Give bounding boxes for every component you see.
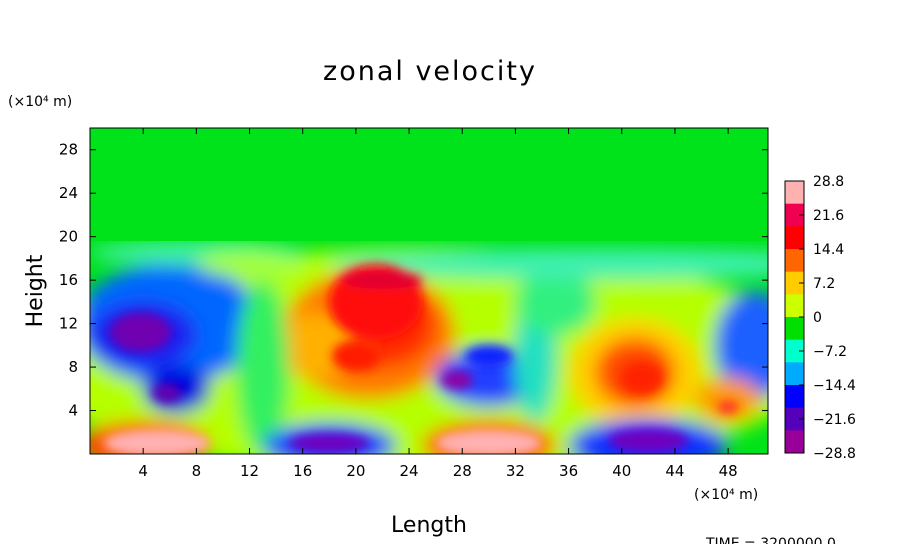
x-tick-label: 32: [506, 462, 525, 480]
y-tick: 20: [59, 228, 768, 246]
y-tick: 4: [68, 402, 768, 420]
x-tick-label: 40: [612, 462, 631, 480]
y-tick: 12: [59, 315, 768, 333]
x-tick: 36: [559, 128, 578, 480]
colorbar: 28.8 21.6 14.4 7.2 0 −7.2 −14.4 −21.6 −28.8: [784, 174, 856, 462]
field-contour: [342, 271, 423, 289]
y-tick-label: 16: [59, 271, 78, 289]
plot-area: [90, 128, 768, 454]
x-tick: 44: [665, 128, 684, 480]
field-contour: [714, 291, 768, 400]
colorbar-tick-label: −7.2: [813, 344, 847, 360]
y-tick: 28: [59, 141, 768, 159]
colorbar-tick-label: −28.8: [813, 446, 856, 462]
x-tick-label: 28: [453, 462, 472, 480]
time-label: TIME = 3200000.0: [705, 536, 836, 544]
field-contour: [440, 371, 473, 389]
y-units-label: (×10⁴ m): [8, 94, 72, 110]
field-contour: [289, 433, 370, 453]
colorbar-tick-label: 28.8: [813, 174, 844, 190]
colorbar-band: [785, 430, 804, 454]
x-tick-label: 36: [559, 462, 578, 480]
x-tick-label: 48: [719, 462, 738, 480]
x-tick-label: 16: [293, 462, 312, 480]
x-tick: 8: [192, 128, 202, 480]
field-contour: [109, 312, 172, 352]
colorbar-band: [785, 271, 804, 295]
x-tick-label: 12: [240, 462, 259, 480]
field-contour: [435, 429, 542, 454]
x-tick: 12: [240, 128, 259, 480]
x-axis-ticks: 4 8 12 16 20 24 28 32 36 40 44 48: [138, 128, 738, 480]
x-tick: 28: [453, 128, 472, 480]
colorbar-band: [785, 203, 804, 227]
field-contour: [717, 400, 739, 414]
velocity-field: [90, 128, 768, 454]
colorbar-band: [785, 294, 804, 318]
x-tick-label: 24: [400, 462, 419, 480]
y-tick-label: 28: [59, 141, 78, 159]
field-contour: [196, 249, 303, 278]
y-axis-title: Height: [23, 254, 48, 327]
colorbar-band: [785, 385, 804, 409]
x-axis-title: Length: [391, 513, 467, 538]
y-tick: 16: [59, 271, 768, 289]
y-tick-label: 24: [59, 184, 78, 202]
colorbar-tick-label: −14.4: [813, 378, 856, 394]
colorbar-tick-label: 21.6: [813, 208, 844, 224]
colorbar-band: [785, 339, 804, 363]
x-tick-label: 44: [665, 462, 684, 480]
y-tick-label: 12: [59, 315, 78, 333]
field-upper-region: [90, 128, 768, 242]
colorbar-band: [785, 362, 804, 386]
plot-frame: [89, 127, 769, 455]
colorbar-tick-label: 0: [813, 310, 822, 326]
x-tick: 32: [506, 128, 525, 480]
field-contour: [152, 383, 182, 403]
x-tick: 24: [400, 128, 419, 480]
y-tick-label: 8: [68, 358, 78, 376]
x-tick: 16: [293, 128, 312, 480]
field-contour: [331, 339, 380, 373]
y-tick: 8: [68, 358, 768, 376]
x-tick-label: 4: [138, 462, 148, 480]
colorbar-band: [785, 317, 804, 341]
colorbar-tick-label: 7.2: [813, 276, 835, 292]
field-contour: [236, 280, 290, 454]
colorbar-band: [785, 181, 804, 205]
y-tick-label: 20: [59, 228, 78, 246]
field-contour: [329, 248, 768, 280]
x-units-label: (×10⁴ m): [694, 487, 758, 503]
field-contour: [694, 377, 762, 422]
y-tick: 24: [59, 184, 768, 202]
x-tick-label: 20: [346, 462, 365, 480]
x-tick-label: 8: [192, 462, 202, 480]
y-tick-label: 4: [68, 402, 78, 420]
chart-title: zonal velocity: [323, 56, 537, 87]
field-contour: [464, 345, 513, 368]
field-contour: [620, 361, 663, 395]
colorbar-band: [785, 407, 804, 431]
colorbar-band: [785, 226, 804, 250]
x-tick: 40: [612, 128, 631, 480]
colorbar-band: [785, 249, 804, 273]
x-tick: 20: [346, 128, 365, 480]
field-contour: [515, 269, 596, 335]
field-contour: [608, 429, 689, 453]
colorbar-tick-label: 14.4: [813, 242, 844, 258]
field-layer-sharp: [103, 263, 739, 454]
field-contour: [103, 429, 210, 454]
y-axis-ticks: 4 8 12 16 20 24 28: [59, 141, 768, 420]
x-tick: 4: [138, 128, 148, 480]
colorbar-tick-label: −21.6: [813, 412, 856, 428]
x-tick: 48: [719, 128, 738, 480]
